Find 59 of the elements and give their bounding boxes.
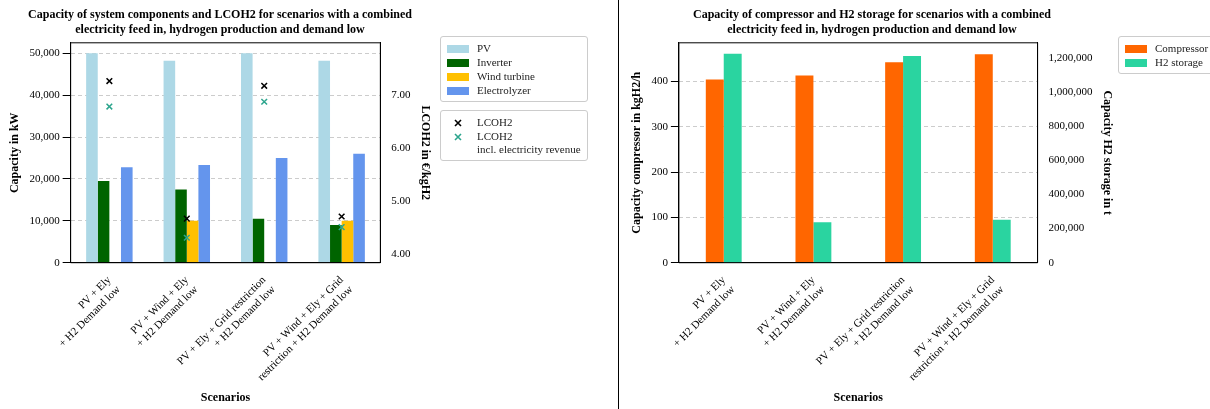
x-axis-title: Scenarios xyxy=(200,389,251,404)
y-tick-label: 40,000 xyxy=(29,88,61,101)
bar xyxy=(175,189,187,263)
y-tick-label: 20,000 xyxy=(29,171,61,184)
x-axis-title: Scenarios xyxy=(833,389,884,404)
bar xyxy=(240,53,253,263)
y2-tick-label: 5.00 xyxy=(391,193,412,206)
bar xyxy=(341,220,354,263)
point xyxy=(260,98,268,106)
bar xyxy=(252,218,265,263)
y2-tick-label: 0 xyxy=(1048,255,1055,268)
point xyxy=(260,82,268,90)
legend-label: Compressor xyxy=(1155,42,1209,55)
y-tick-label: 400 xyxy=(651,74,669,87)
bar xyxy=(974,54,993,263)
y-tick-label: 30,000 xyxy=(29,129,61,142)
y-axis-title: Capacity compressor in kgH2/h xyxy=(629,71,644,234)
chart-title: Capacity of system components and LCOH2 for scenarios with a combined electricity feed in, hydrogen production and demand low xyxy=(28,7,413,36)
y2-tick-label: 200,000 xyxy=(1048,221,1085,234)
y-tick-label: 10,000 xyxy=(29,213,61,226)
y2-tick-label: 1,200,000 xyxy=(1048,50,1094,63)
y-tick-label: 0 xyxy=(662,255,669,268)
bar xyxy=(813,222,832,263)
y-tick-label: 200 xyxy=(651,164,669,177)
y2-tick-label: 600,000 xyxy=(1048,153,1085,166)
y-axis-title: Capacity in kW xyxy=(7,112,22,194)
y-tick-label: 100 xyxy=(651,210,669,223)
legend-label: Electrolyzer xyxy=(477,84,531,97)
legend-label: PV xyxy=(477,42,492,55)
legend-label: LCOH2 incl. electricity revenue xyxy=(477,130,581,155)
legend-label: Inverter xyxy=(477,56,512,69)
bar xyxy=(97,181,110,263)
point xyxy=(183,234,191,242)
y2-tick-label: 400,000 xyxy=(1048,187,1085,200)
y-tick-label: 0 xyxy=(54,255,61,268)
bar xyxy=(120,167,133,263)
y2-tick-label: 6.00 xyxy=(391,140,412,153)
y2-axis-title: LCOH2 in €/kgH2 xyxy=(418,105,433,201)
y-tick-label: 300 xyxy=(651,119,669,132)
legend-label: LCOH2 xyxy=(477,116,513,129)
bar xyxy=(186,220,199,263)
chart-title: Capacity of compressor and H2 storage for scenarios with a combined electricity feed in, hydrogen production and demand low xyxy=(693,7,1052,36)
bar xyxy=(353,153,365,263)
legend-label: Wind turbine xyxy=(477,70,535,83)
y-tick-label: 50,000 xyxy=(29,46,61,59)
bar xyxy=(330,225,342,263)
bar xyxy=(163,60,176,263)
bar xyxy=(318,60,331,263)
bar xyxy=(86,53,98,263)
bar xyxy=(198,165,211,263)
y2-tick-label: 7.00 xyxy=(391,87,412,100)
y2-axis-title: Capacity H2 storage in t xyxy=(1100,90,1115,216)
y2-tick-label: 800,000 xyxy=(1048,118,1085,131)
y2-tick-label: 1,000,000 xyxy=(1048,84,1094,97)
bar xyxy=(795,75,814,263)
y2-tick-label: 4.00 xyxy=(391,247,412,260)
bar xyxy=(275,157,288,263)
legend-label: H2 storage xyxy=(1155,56,1203,69)
bar xyxy=(992,219,1011,263)
